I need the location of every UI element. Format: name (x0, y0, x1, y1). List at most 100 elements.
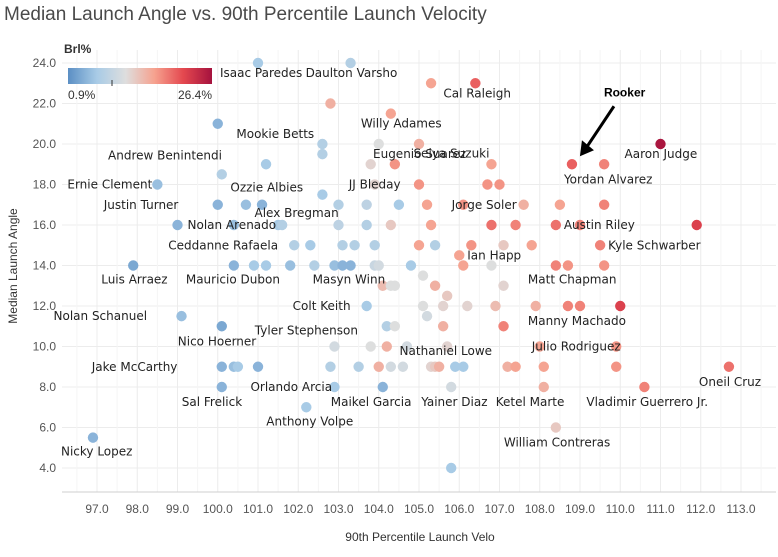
point-labels: Isaac Paredes Daulton Varsho Cal Raleigh Wi… (54, 66, 762, 459)
point-label: Yainer Diaz (420, 395, 487, 409)
data-point (289, 240, 300, 251)
data-point (458, 361, 469, 372)
callout-arrow (584, 105, 616, 150)
data-point (260, 159, 272, 170)
data-point (486, 260, 497, 271)
data-point (252, 57, 264, 69)
point-label: Ozzie Albies (230, 181, 303, 195)
point-label: Nico Hoerner (178, 334, 257, 348)
data-point (562, 300, 574, 312)
point-label: Seiya Suzuki (413, 146, 489, 160)
point-label: Mookie Betts (236, 127, 314, 141)
y-tick-label: 6.0 (39, 421, 56, 435)
data-point (397, 361, 409, 372)
data-point (413, 179, 425, 190)
point-label: Anthony Volpe (266, 414, 353, 428)
data-point (232, 361, 244, 372)
callout-arrowhead (579, 140, 594, 157)
point-label: Tyler Stephenson (254, 323, 358, 337)
data-point (333, 219, 344, 231)
data-point (486, 219, 497, 231)
data-point (425, 219, 437, 231)
x-tick-label: 110.0 (606, 502, 635, 516)
x-tick-label: 105.0 (404, 502, 434, 516)
point-label: Luis Arraez (101, 273, 167, 287)
data-point (691, 219, 702, 231)
point-label: Nathaniel Lowe (400, 344, 492, 358)
point-label: Manny Machado (528, 314, 626, 328)
data-point (176, 310, 187, 322)
data-point (248, 260, 260, 271)
data-point (538, 361, 549, 372)
data-point (526, 240, 537, 251)
data-point (550, 260, 562, 271)
point-label: Oneil Cruz (699, 375, 761, 389)
point-label: Isaac Paredes (220, 66, 302, 80)
data-point (502, 361, 513, 372)
data-point (538, 381, 549, 393)
data-point (365, 341, 376, 352)
data-point (425, 78, 437, 89)
data-point (329, 341, 340, 352)
data-point (429, 240, 441, 251)
data-point (462, 300, 473, 312)
data-point (337, 260, 348, 271)
data-point (369, 240, 380, 251)
data-point (413, 240, 425, 251)
data-point (385, 361, 397, 372)
data-point (317, 189, 328, 200)
data-point (534, 341, 545, 352)
point-label: Vladimir Guerrero Jr. (586, 395, 708, 409)
y-axis-label: Median Launch Angle (6, 208, 20, 324)
point-label: Ernie Clement (67, 178, 152, 192)
x-tick-label: 107.0 (484, 502, 514, 516)
data-point (562, 260, 574, 271)
data-point (216, 361, 227, 372)
y-tick-label: 12.0 (33, 299, 57, 313)
point-label: Maikel Garcia (331, 395, 412, 409)
y-tick-label: 10.0 (33, 340, 57, 354)
data-point (309, 260, 320, 271)
data-point (437, 300, 449, 312)
data-point (240, 199, 252, 210)
data-point (305, 240, 316, 251)
x-tick-label: 100.0 (203, 502, 233, 516)
point-label: Ian Happ (467, 248, 521, 262)
data-point (87, 432, 99, 443)
data-point (337, 240, 348, 251)
x-tick-label: 98.0 (126, 502, 150, 516)
chart-title: Median Launch Angle vs. 90th Percentile … (4, 4, 487, 25)
x-tick-label: 108.0 (525, 502, 555, 516)
data-point (494, 179, 505, 190)
data-point (530, 300, 541, 312)
x-axis-label: 90th Percentile Launch Velo (345, 530, 495, 544)
data-point (417, 300, 429, 312)
y-tick-label: 18.0 (33, 178, 57, 192)
point-label: Austin Riley (564, 218, 635, 232)
data-point (325, 98, 336, 109)
data-point (389, 280, 401, 291)
x-tick-label: 111.0 (646, 502, 675, 516)
legend-min-label: 0.9% (68, 88, 96, 102)
point-label: Cal Raleigh (443, 86, 511, 100)
x-tick-label: 99.0 (166, 502, 190, 516)
point-label: Daulton Varsho (306, 66, 398, 80)
data-point (256, 199, 268, 210)
data-point (152, 179, 163, 190)
point-label: Aaron Judge (625, 147, 698, 161)
data-point (212, 199, 223, 210)
data-point (594, 240, 606, 251)
x-tick-labels: 97.0 98.0 99.0 100.0 101.0 102.0 103.0 104.0 105… (85, 502, 756, 516)
data-point (373, 361, 384, 372)
point-label: Yordan Alvarez (563, 172, 653, 186)
point-label: Jorge Soler (451, 198, 517, 212)
data-point (393, 199, 405, 210)
data-point (413, 138, 425, 150)
data-point (373, 138, 384, 150)
point-label: Julio Rodriguez (531, 340, 621, 354)
data-point (446, 462, 457, 474)
data-point (260, 260, 272, 271)
grid (62, 50, 776, 492)
data-point (329, 381, 340, 393)
